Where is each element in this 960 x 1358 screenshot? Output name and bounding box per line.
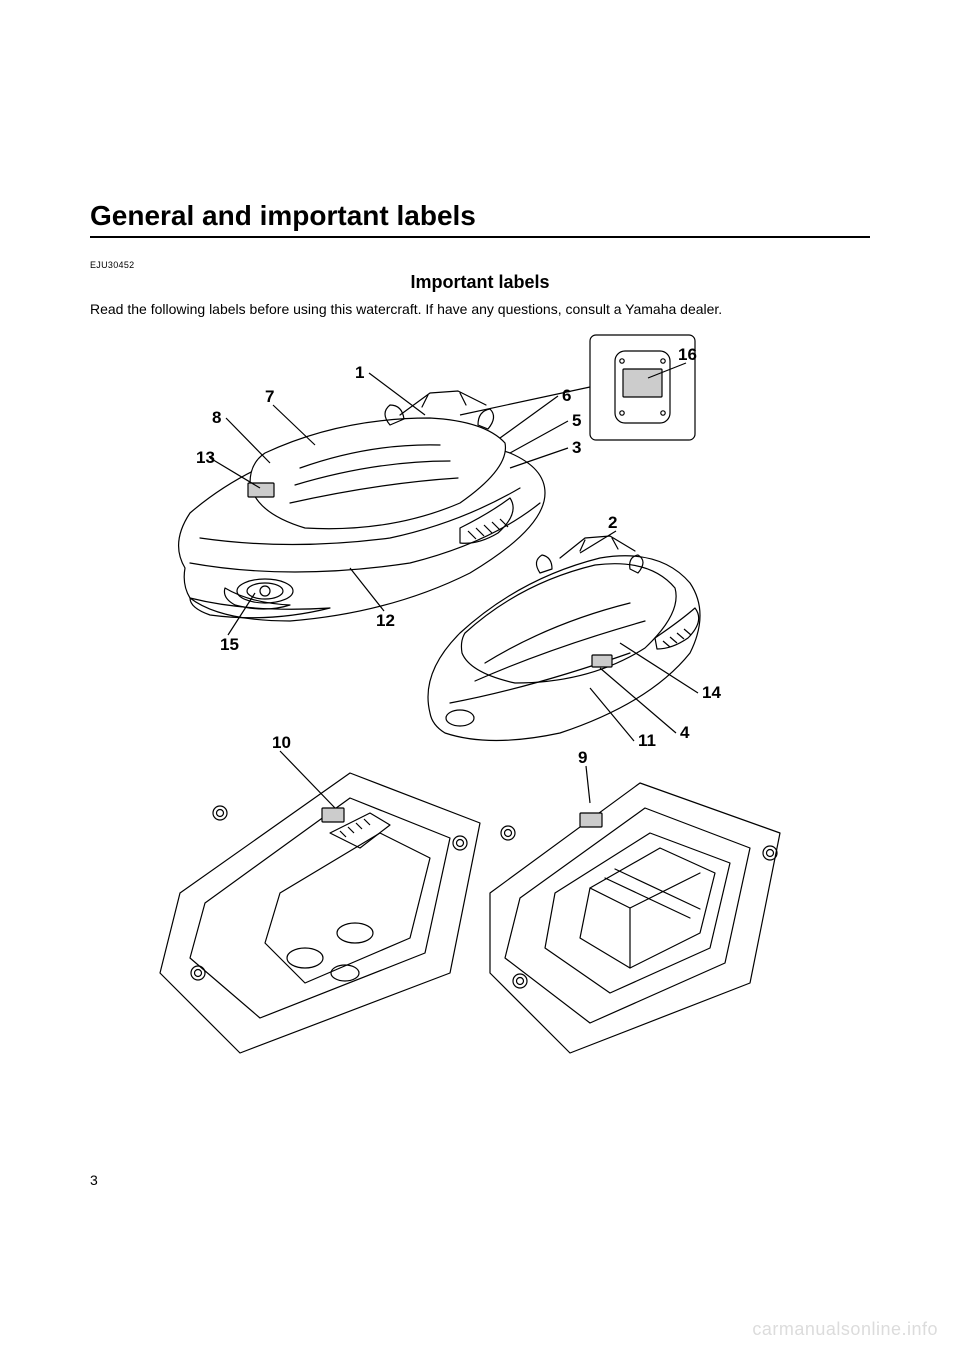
callout-10: 10 — [272, 733, 291, 753]
callout-8: 8 — [212, 408, 221, 428]
page-number: 3 — [90, 1172, 98, 1188]
label-diagram: 1 7 8 13 15 12 65 3 16 2 14 4 11 10 9 — [90, 333, 870, 1073]
reference-code: EJU30452 — [90, 260, 870, 270]
callout-13: 13 — [196, 448, 215, 468]
callout-2: 2 — [608, 513, 617, 533]
watermark: carmanualsonline.info — [752, 1319, 938, 1340]
callout-9: 9 — [578, 748, 587, 768]
callout-12: 12 — [376, 611, 395, 631]
callout-4: 4 — [680, 723, 689, 743]
diagram-svg — [90, 333, 870, 1073]
section-heading: Important labels — [90, 272, 870, 293]
callout-14: 14 — [702, 683, 721, 703]
callout-7: 7 — [265, 387, 274, 407]
callout-3: 3 — [572, 438, 581, 458]
callout-6: 6 — [562, 386, 571, 406]
intro-paragraph: Read the following labels before using t… — [90, 299, 870, 319]
callout-1: 1 — [355, 363, 364, 383]
callout-5: 5 — [572, 411, 581, 431]
callout-11: 11 — [638, 731, 656, 751]
page-title: General and important labels — [90, 200, 870, 238]
callout-15: 15 — [220, 635, 239, 655]
callout-16: 16 — [678, 345, 697, 365]
